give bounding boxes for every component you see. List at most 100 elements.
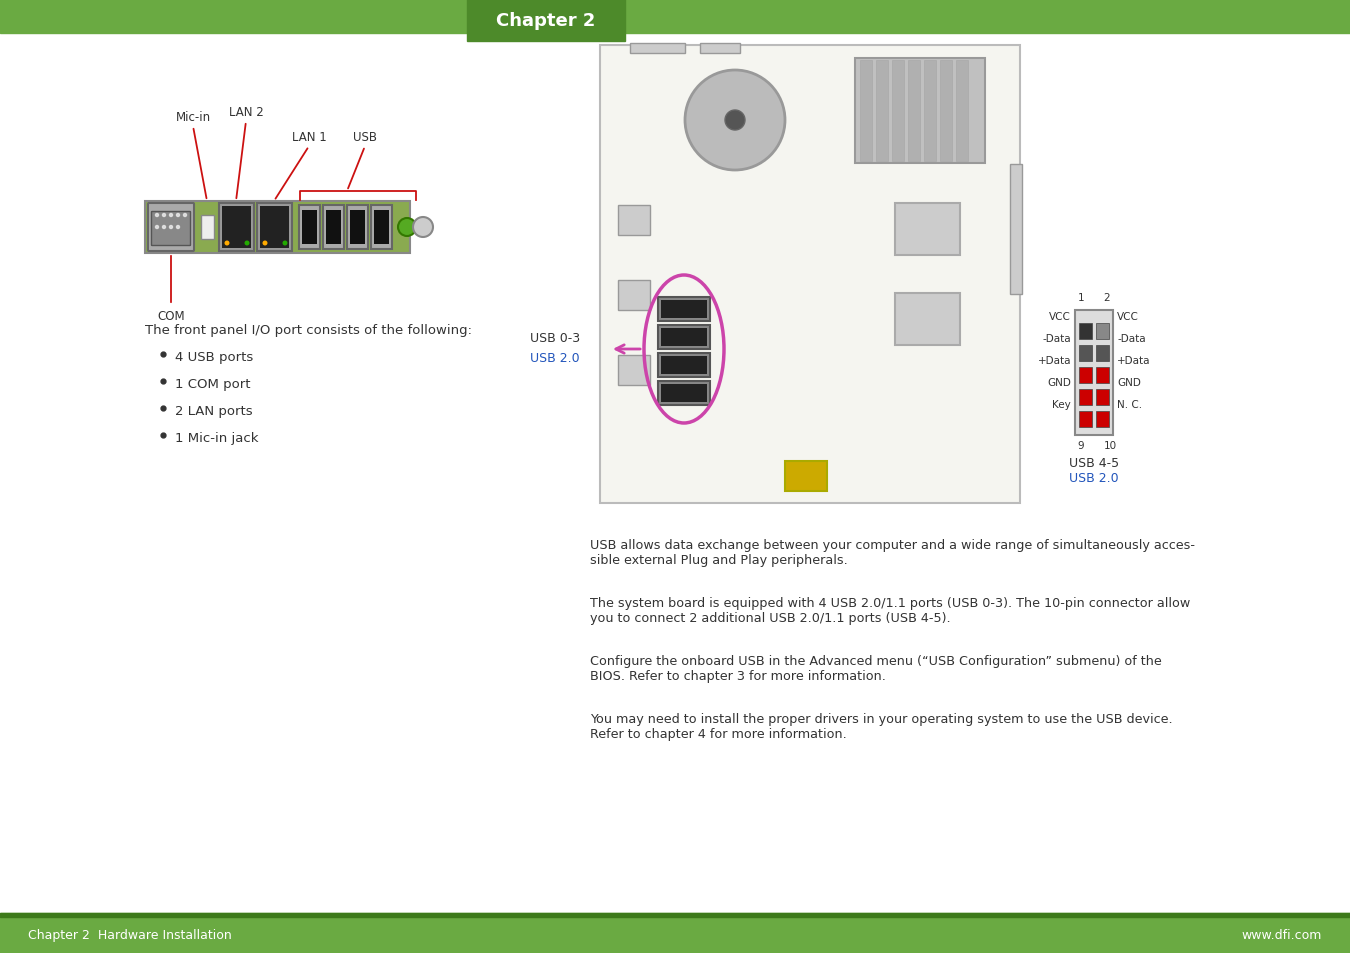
Text: 2 LAN ports: 2 LAN ports xyxy=(176,405,252,417)
Bar xyxy=(374,211,389,245)
Bar xyxy=(1075,311,1112,436)
FancyBboxPatch shape xyxy=(148,204,194,252)
Circle shape xyxy=(176,226,180,230)
Bar xyxy=(662,385,707,402)
FancyBboxPatch shape xyxy=(151,213,190,246)
Bar xyxy=(784,461,828,492)
Bar xyxy=(1079,324,1092,339)
Bar xyxy=(1096,346,1108,361)
Text: USB: USB xyxy=(352,131,377,144)
Bar xyxy=(347,206,369,250)
Text: The system board is equipped with 4 USB 2.0/1.1 ports (USB 0-3). The 10-pin conn: The system board is equipped with 4 USB … xyxy=(590,597,1191,609)
Bar xyxy=(855,59,985,164)
Circle shape xyxy=(155,226,159,230)
Bar xyxy=(1079,412,1092,428)
Bar xyxy=(219,204,254,252)
Bar xyxy=(662,356,707,375)
Text: You may need to install the proper drivers in your operating system to use the U: You may need to install the proper drive… xyxy=(590,712,1173,725)
Bar xyxy=(657,297,710,322)
Bar xyxy=(350,211,365,245)
Circle shape xyxy=(282,241,288,246)
Text: USB 0-3: USB 0-3 xyxy=(531,331,580,344)
Text: GND: GND xyxy=(1116,377,1141,388)
Circle shape xyxy=(169,213,173,218)
Text: VCC: VCC xyxy=(1049,312,1071,322)
Bar xyxy=(1096,390,1108,406)
Bar xyxy=(261,207,289,249)
Text: LAN 2: LAN 2 xyxy=(228,106,263,119)
Text: 4 USB ports: 4 USB ports xyxy=(176,351,254,364)
Circle shape xyxy=(224,241,230,246)
Bar xyxy=(657,354,710,377)
Bar xyxy=(618,281,649,311)
Circle shape xyxy=(398,219,416,236)
Bar xyxy=(1096,324,1108,339)
Circle shape xyxy=(262,241,267,246)
Text: +Data: +Data xyxy=(1038,355,1071,366)
Bar xyxy=(662,329,707,347)
Bar xyxy=(940,61,952,162)
Bar xyxy=(618,355,649,386)
Text: www.dfi.com: www.dfi.com xyxy=(1242,928,1322,942)
Circle shape xyxy=(155,213,159,218)
Bar xyxy=(467,0,625,42)
Text: 1 Mic-in jack: 1 Mic-in jack xyxy=(176,432,258,444)
Circle shape xyxy=(162,226,166,230)
Text: N. C.: N. C. xyxy=(1116,399,1142,410)
Text: -Data: -Data xyxy=(1116,334,1146,344)
Bar xyxy=(1079,346,1092,361)
Bar xyxy=(923,61,936,162)
Bar xyxy=(599,46,1021,503)
Text: USB allows data exchange between your computer and a wide range of simultaneousl: USB allows data exchange between your co… xyxy=(590,538,1195,552)
Bar xyxy=(909,61,919,162)
Bar xyxy=(657,381,710,406)
Text: BIOS. Refer to chapter 3 for more information.: BIOS. Refer to chapter 3 for more inform… xyxy=(590,669,886,682)
Text: Chapter 2  Hardware Installation: Chapter 2 Hardware Installation xyxy=(28,928,232,942)
Circle shape xyxy=(684,71,784,171)
Circle shape xyxy=(182,213,188,218)
Text: VCC: VCC xyxy=(1116,312,1139,322)
Bar xyxy=(895,294,960,346)
Bar xyxy=(144,202,410,253)
Bar xyxy=(662,301,707,318)
Circle shape xyxy=(244,241,250,246)
Text: Refer to chapter 4 for more information.: Refer to chapter 4 for more information. xyxy=(590,727,846,740)
Text: sible external Plug and Play peripherals.: sible external Plug and Play peripherals… xyxy=(590,554,848,566)
Bar xyxy=(1010,165,1022,294)
Bar xyxy=(325,211,342,245)
Bar xyxy=(630,44,684,54)
Text: Key: Key xyxy=(1052,399,1071,410)
Bar xyxy=(1096,412,1108,428)
Bar xyxy=(1079,368,1092,384)
Bar xyxy=(657,326,710,350)
Bar xyxy=(323,206,344,250)
Bar xyxy=(0,0,1350,34)
Circle shape xyxy=(162,213,166,218)
Text: LAN 1: LAN 1 xyxy=(292,131,327,144)
Bar xyxy=(892,61,904,162)
Text: -Data: -Data xyxy=(1042,334,1071,344)
Text: Configure the onboard USB in the Advanced menu (“USB Configuration” submenu) of : Configure the onboard USB in the Advance… xyxy=(590,655,1162,667)
Text: 2: 2 xyxy=(1104,293,1110,303)
Bar xyxy=(0,913,1350,953)
Bar xyxy=(860,61,872,162)
Bar xyxy=(0,913,1350,917)
Circle shape xyxy=(413,218,433,237)
Circle shape xyxy=(176,213,180,218)
Bar xyxy=(302,211,317,245)
Text: 9: 9 xyxy=(1077,440,1084,451)
Bar xyxy=(201,215,215,240)
Bar xyxy=(618,206,649,235)
Bar xyxy=(701,44,740,54)
Text: COM: COM xyxy=(157,310,185,323)
Text: GND: GND xyxy=(1048,377,1071,388)
Text: USB 2.0: USB 2.0 xyxy=(1069,472,1119,485)
Bar xyxy=(876,61,888,162)
Text: Mic-in: Mic-in xyxy=(176,111,211,124)
Text: you to connect 2 additional USB 2.0/1.1 ports (USB 4-5).: you to connect 2 additional USB 2.0/1.1 … xyxy=(590,612,950,624)
Bar xyxy=(956,61,968,162)
Text: 1: 1 xyxy=(1077,293,1084,303)
Bar xyxy=(221,207,251,249)
Text: +Data: +Data xyxy=(1116,355,1150,366)
Bar xyxy=(371,206,392,250)
